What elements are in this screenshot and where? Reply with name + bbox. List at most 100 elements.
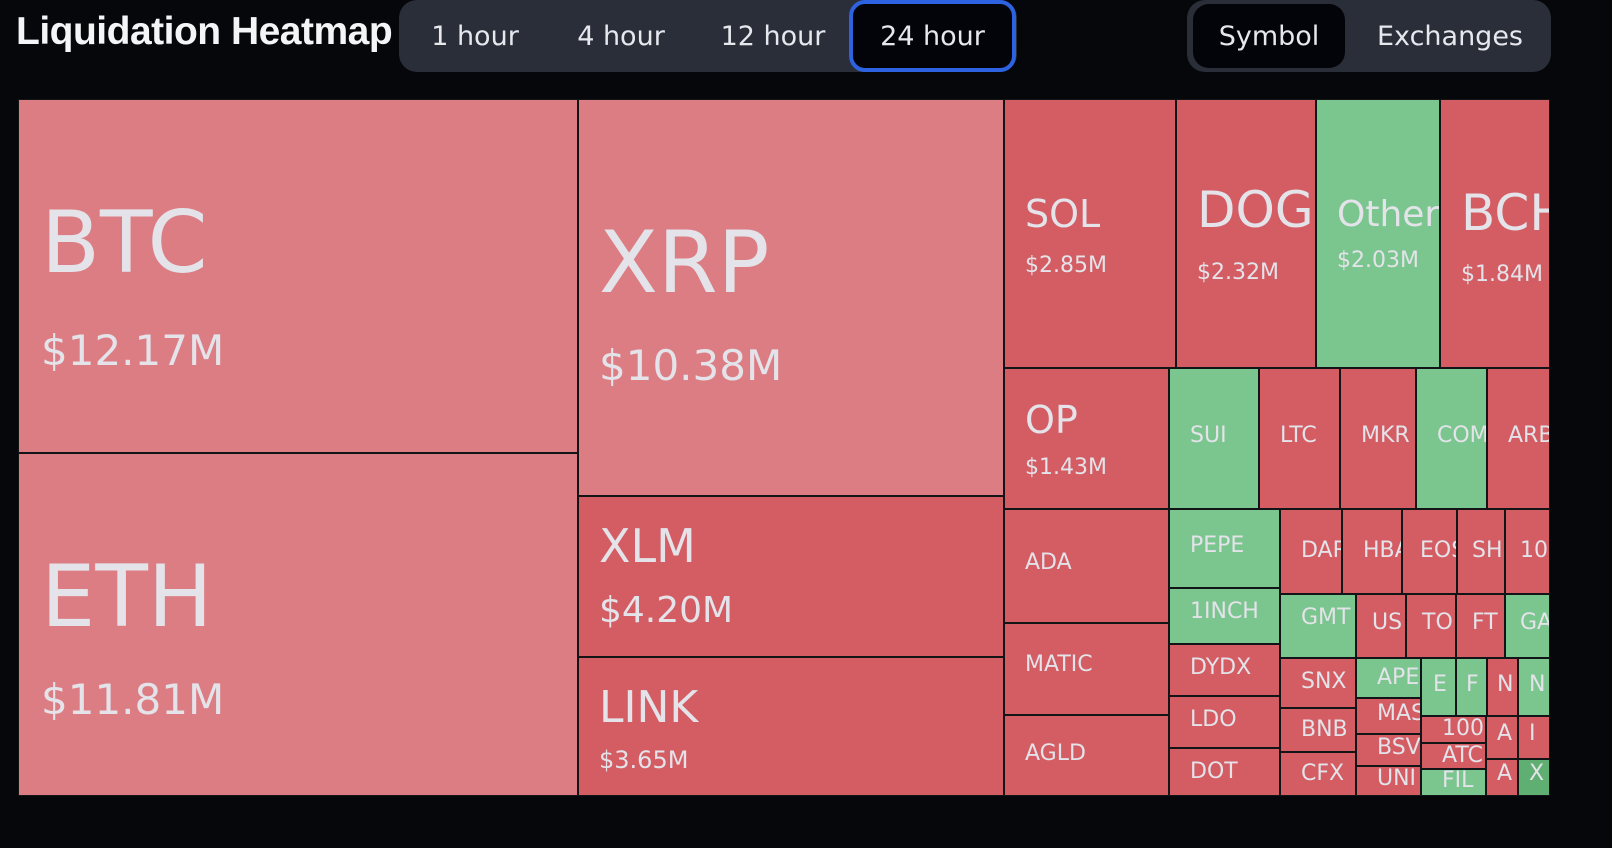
tile-uni[interactable]: UNI (1356, 766, 1421, 796)
tile-value: $10.38M (599, 341, 783, 390)
tile-value: $4.20M (599, 590, 734, 631)
tile-symbol: N (1497, 672, 1514, 697)
tile-symbol: BTC (41, 193, 208, 293)
tile-fil[interactable]: FIL (1421, 769, 1486, 796)
tile-symbol: Others (1337, 194, 1440, 235)
tile-eth[interactable]: ETH $11.81M (18, 453, 578, 796)
tile-dot[interactable]: DOT (1169, 748, 1280, 796)
tile-cfx[interactable]: CFX (1280, 752, 1356, 796)
timeframe-4-hour-button[interactable]: 4 hour (577, 20, 665, 52)
tile-bnb[interactable]: BNB (1280, 708, 1356, 752)
tile-symbol: US (1372, 610, 1403, 635)
tile-ape[interactable]: APE (1356, 658, 1421, 698)
tile-sui[interactable]: SUI (1169, 368, 1259, 509)
tile-a[interactable]: A (1486, 759, 1518, 796)
tile-f[interactable]: F (1456, 658, 1487, 716)
tile-symbol: GA (1520, 610, 1550, 635)
tile-1inch[interactable]: 1INCH (1169, 588, 1280, 644)
tile-value: $1.43M (1025, 455, 1107, 480)
tile-xlm[interactable]: XLM $4.20M (578, 496, 1004, 657)
tile-symbol: UNI (1377, 766, 1417, 791)
tile-link[interactable]: LINK $3.65M (578, 657, 1004, 796)
tile-value: $1.84M (1461, 262, 1543, 287)
tile-n[interactable]: N (1487, 658, 1518, 716)
timeframe-24-hour-button[interactable]: 24 hour (849, 0, 1016, 72)
tile-ft[interactable]: FT (1456, 594, 1505, 658)
tile-atc[interactable]: ATC (1421, 743, 1486, 769)
tile-agld[interactable]: AGLD (1004, 715, 1169, 796)
tile-symbol: X (1529, 761, 1545, 786)
grouping-selector: Symbol Exchanges (1187, 0, 1551, 72)
tile-bch[interactable]: BCH $1.84M (1440, 99, 1550, 368)
tile-symbol: A (1497, 721, 1513, 746)
tile-us[interactable]: US (1356, 594, 1406, 658)
tile-value: $2.32M (1197, 260, 1279, 285)
tile-e[interactable]: E (1421, 658, 1456, 716)
tile-ada[interactable]: ADA (1004, 509, 1169, 623)
tile-arb[interactable]: ARB (1487, 368, 1550, 509)
exchanges-button[interactable]: Exchanges (1377, 20, 1523, 52)
tile-btc[interactable]: BTC $12.17M (18, 99, 578, 453)
tile-symbol: PEPE (1190, 533, 1245, 558)
tile-symbol: F (1466, 672, 1479, 697)
tile-to[interactable]: TO (1406, 594, 1456, 658)
tile-symbol: ARB (1508, 423, 1550, 448)
tile-symbol: OP (1025, 398, 1078, 442)
tile-i[interactable]: I (1518, 716, 1550, 759)
tile-symbol: N (1529, 672, 1546, 697)
tile-symbol: SOL (1025, 192, 1101, 236)
tile-pepe[interactable]: PEPE (1169, 509, 1280, 588)
tile-gmt[interactable]: GMT (1280, 594, 1356, 658)
tile-symbol: A (1497, 761, 1513, 786)
tile-xrp[interactable]: XRP $10.38M (578, 99, 1004, 496)
tile-symbol: BNB (1301, 717, 1348, 742)
tile-symbol: DAR (1301, 538, 1341, 563)
tile-symbol: APE (1377, 665, 1420, 690)
tile-value: $2.03M (1337, 248, 1419, 273)
tile-hba[interactable]: HBA (1342, 509, 1402, 594)
tile-symbol: I (1529, 721, 1536, 746)
tile-symbol: 1INCH (1190, 599, 1259, 624)
tile-symbol: SUI (1190, 423, 1227, 448)
tile-symbol: DOT (1190, 759, 1238, 784)
tile-10[interactable]: 10 (1505, 509, 1550, 594)
tile-dar[interactable]: DAR (1280, 509, 1342, 594)
tile-symbol: XRP (599, 213, 770, 313)
tile-mas[interactable]: MAS (1356, 698, 1421, 734)
tile-doge[interactable]: DOGE $2.32M (1176, 99, 1316, 368)
tile-op[interactable]: OP $1.43M (1004, 368, 1169, 509)
tile-matic[interactable]: MATIC (1004, 623, 1169, 715)
tile-value: $2.85M (1025, 253, 1107, 278)
tile-sh[interactable]: SH (1457, 509, 1505, 594)
tile-symbol: FIL (1442, 769, 1474, 793)
tile-mkr[interactable]: MKR (1340, 368, 1416, 509)
tile-symbol: LINK (599, 682, 699, 733)
tile-symbol: CFX (1301, 761, 1345, 786)
tile-symbol: MAS (1377, 701, 1421, 726)
tile-bsv[interactable]: BSV (1356, 734, 1421, 766)
symbol-button[interactable]: Symbol (1193, 4, 1345, 68)
tile-symbol: XLM (599, 519, 696, 573)
tile-x[interactable]: X (1518, 759, 1550, 796)
timeframe-12-hour-button[interactable]: 12 hour (720, 20, 826, 52)
timeframe-selector: 1 hour 4 hour 12 hour 24 hour (399, 0, 1017, 72)
liquidation-treemap: BTC $12.17M ETH $11.81M XRP $10.38M XLM $4.20M L… (18, 99, 1550, 796)
tile-com[interactable]: COM (1416, 368, 1487, 509)
tile-ga[interactable]: GA (1505, 594, 1550, 658)
tile-dydx[interactable]: DYDX (1169, 644, 1280, 696)
tile-ldo[interactable]: LDO (1169, 696, 1280, 748)
tile-sol[interactable]: SOL $2.85M (1004, 99, 1176, 368)
tile-others[interactable]: Others $2.03M (1316, 99, 1440, 368)
tile-snx[interactable]: SNX (1280, 658, 1356, 708)
tile-symbol: HBA (1363, 538, 1401, 563)
tile-ltc[interactable]: LTC (1259, 368, 1340, 509)
tile-symbol: SNX (1301, 669, 1347, 694)
tile-symbol: MATIC (1025, 652, 1093, 677)
tile-eos[interactable]: EOS (1402, 509, 1457, 594)
tile-symbol: COM (1437, 423, 1487, 448)
tile-a[interactable]: A (1486, 716, 1518, 759)
tile-n[interactable]: N (1518, 658, 1550, 716)
tile-100[interactable]: 100 (1421, 716, 1486, 743)
timeframe-1-hour-button[interactable]: 1 hour (431, 20, 519, 52)
tile-symbol: DOGE (1197, 181, 1315, 239)
